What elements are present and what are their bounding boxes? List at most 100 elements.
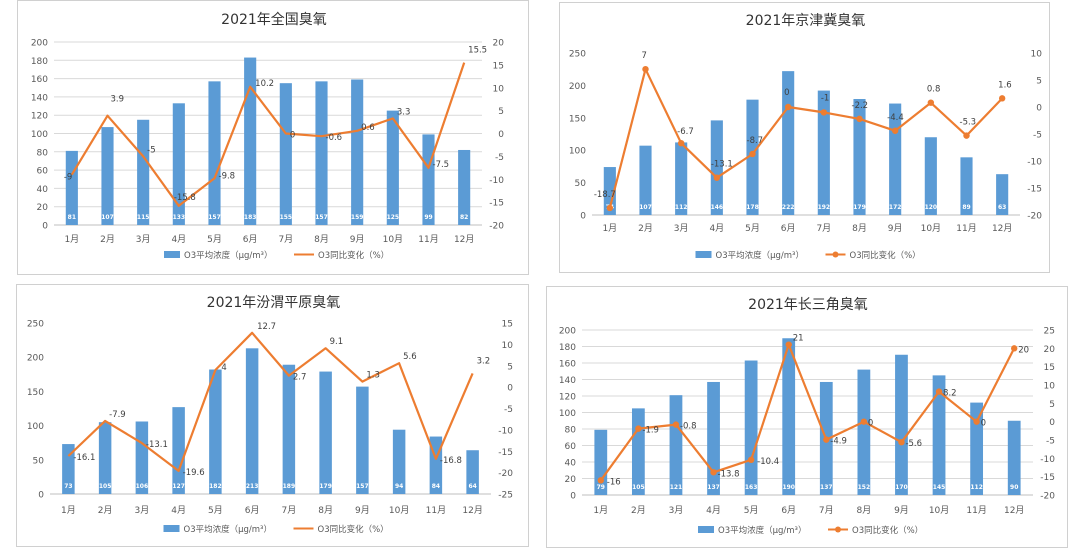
line-point	[677, 139, 685, 147]
line-value-label: -6.7	[677, 127, 694, 137]
bar-value-label: 99	[424, 214, 432, 221]
x-tick-label: 11月	[956, 223, 976, 234]
bar-value-label: 179	[319, 483, 332, 490]
x-tick-label: 12月	[1004, 505, 1024, 516]
line-value-label: -19.6	[183, 468, 205, 478]
bar	[245, 348, 259, 494]
x-tick-label: 9月	[894, 505, 909, 516]
y2-tick-label: 5	[1036, 77, 1042, 87]
x-tick-label: 12月	[462, 505, 482, 516]
y2-tick-label: 10	[493, 84, 505, 94]
bar	[631, 408, 645, 495]
line-series	[67, 331, 474, 472]
bar	[639, 145, 652, 215]
bar-value-label: 125	[387, 214, 400, 221]
chart-title: 2021年京津冀臭氧	[746, 13, 866, 29]
line-point	[713, 174, 721, 181]
bar-value-label: 159	[351, 214, 364, 221]
chart-svg-yangtze-delta: 2021年长三角臭氧020406080100120140160180200-20…	[559, 297, 1056, 536]
y-tick-label: 100	[31, 130, 48, 140]
y-tick-label: 100	[559, 409, 576, 419]
y2-tick-label: -5	[1046, 437, 1055, 447]
x-tick-label: 8月	[852, 223, 867, 234]
x-tick-label: 3月	[136, 234, 151, 245]
y2-tick-label: -15	[1027, 185, 1042, 195]
line-point	[891, 127, 899, 134]
line-value-label: -4.9	[830, 437, 847, 447]
x-tick-label: 3月	[669, 505, 684, 516]
y2-tick-label: -5	[1033, 131, 1042, 141]
legend-marker-line	[835, 526, 841, 533]
x-tick-label: 6月	[781, 505, 796, 516]
bar	[422, 134, 435, 225]
bar-value-label: 189	[283, 483, 296, 490]
y2-tick-label: -15	[489, 199, 504, 209]
x-tick-label: 1月	[593, 505, 608, 516]
y-tick-label: 160	[559, 360, 576, 370]
bar	[932, 375, 946, 495]
bar	[172, 407, 185, 494]
bar-value-label: 112	[970, 484, 983, 491]
line-point	[963, 132, 970, 139]
y-tick-label: 200	[27, 354, 44, 364]
y-tick-label: 140	[31, 93, 48, 103]
bar-value-label: 157	[315, 214, 328, 221]
bar	[279, 83, 292, 225]
bar-value-label: 115	[137, 214, 150, 221]
bar-value-label: 157	[356, 483, 369, 490]
x-tick-label: 2月	[98, 505, 113, 516]
line-point	[860, 418, 868, 425]
bar-value-label: 222	[782, 204, 795, 211]
bar-value-label: 145	[933, 484, 946, 491]
bar	[675, 142, 688, 215]
line-point	[597, 477, 604, 484]
legend-swatch-bar	[164, 251, 180, 258]
bar-value-label: 137	[820, 484, 833, 491]
line-value-label: 20	[1018, 345, 1029, 355]
bar-value-label: 120	[925, 204, 938, 211]
line-value-label: -5.6	[905, 439, 922, 449]
line-point	[998, 95, 1006, 102]
line-value-label: -1.9	[642, 426, 659, 436]
chart-title: 2021年全国臭氧	[221, 11, 327, 28]
bar	[466, 450, 479, 494]
x-tick-label: 5月	[207, 234, 222, 245]
line-value-label: -16.8	[440, 456, 462, 466]
y2-tick-label: 10	[1031, 50, 1043, 60]
bar-value-label: 179	[853, 204, 866, 211]
legend-label-bar: O3平均浓度（μg/m³）	[716, 250, 804, 261]
line-point	[823, 436, 830, 443]
line-point	[606, 204, 614, 212]
x-tick-label: 10月	[929, 505, 949, 516]
y2-tick-label: -10	[1040, 455, 1055, 465]
line-value-label: -18.7	[594, 190, 616, 200]
line-value-label: 0	[290, 131, 295, 141]
bar	[710, 120, 723, 215]
y2-tick-label: -25	[498, 491, 513, 501]
x-tick-label: 8月	[314, 234, 329, 245]
line-value-label: -2.2	[852, 101, 869, 111]
bar	[137, 119, 150, 225]
y-tick-label: 60	[37, 167, 49, 177]
line-value-label: -0.6	[326, 133, 343, 143]
bar-value-label: 163	[745, 484, 758, 491]
line-value-label: -9	[64, 173, 72, 183]
x-tick-label: 1月	[602, 223, 617, 234]
y2-tick-label: 10	[1044, 382, 1056, 392]
bar-value-label: 63	[998, 204, 1006, 211]
line-point	[642, 66, 649, 73]
y-tick-label: 0	[42, 222, 48, 232]
line-point	[973, 418, 980, 425]
y-tick-label: 80	[37, 148, 49, 158]
chart-title: 2021年汾渭平原臭氧	[207, 295, 341, 311]
line-value-label: -13.1	[146, 440, 168, 450]
bar-value-label: 146	[711, 204, 724, 211]
line-value-label: -5	[147, 145, 155, 155]
line-value-label: 15.5	[468, 46, 487, 56]
y-tick-label: 0	[38, 491, 44, 501]
y2-tick-label: -5	[504, 405, 513, 415]
line-value-label: 21	[793, 334, 804, 344]
x-tick-label: 4月	[171, 234, 186, 245]
x-tick-label: 6月	[781, 223, 796, 234]
line-value-label: 4	[221, 363, 226, 373]
